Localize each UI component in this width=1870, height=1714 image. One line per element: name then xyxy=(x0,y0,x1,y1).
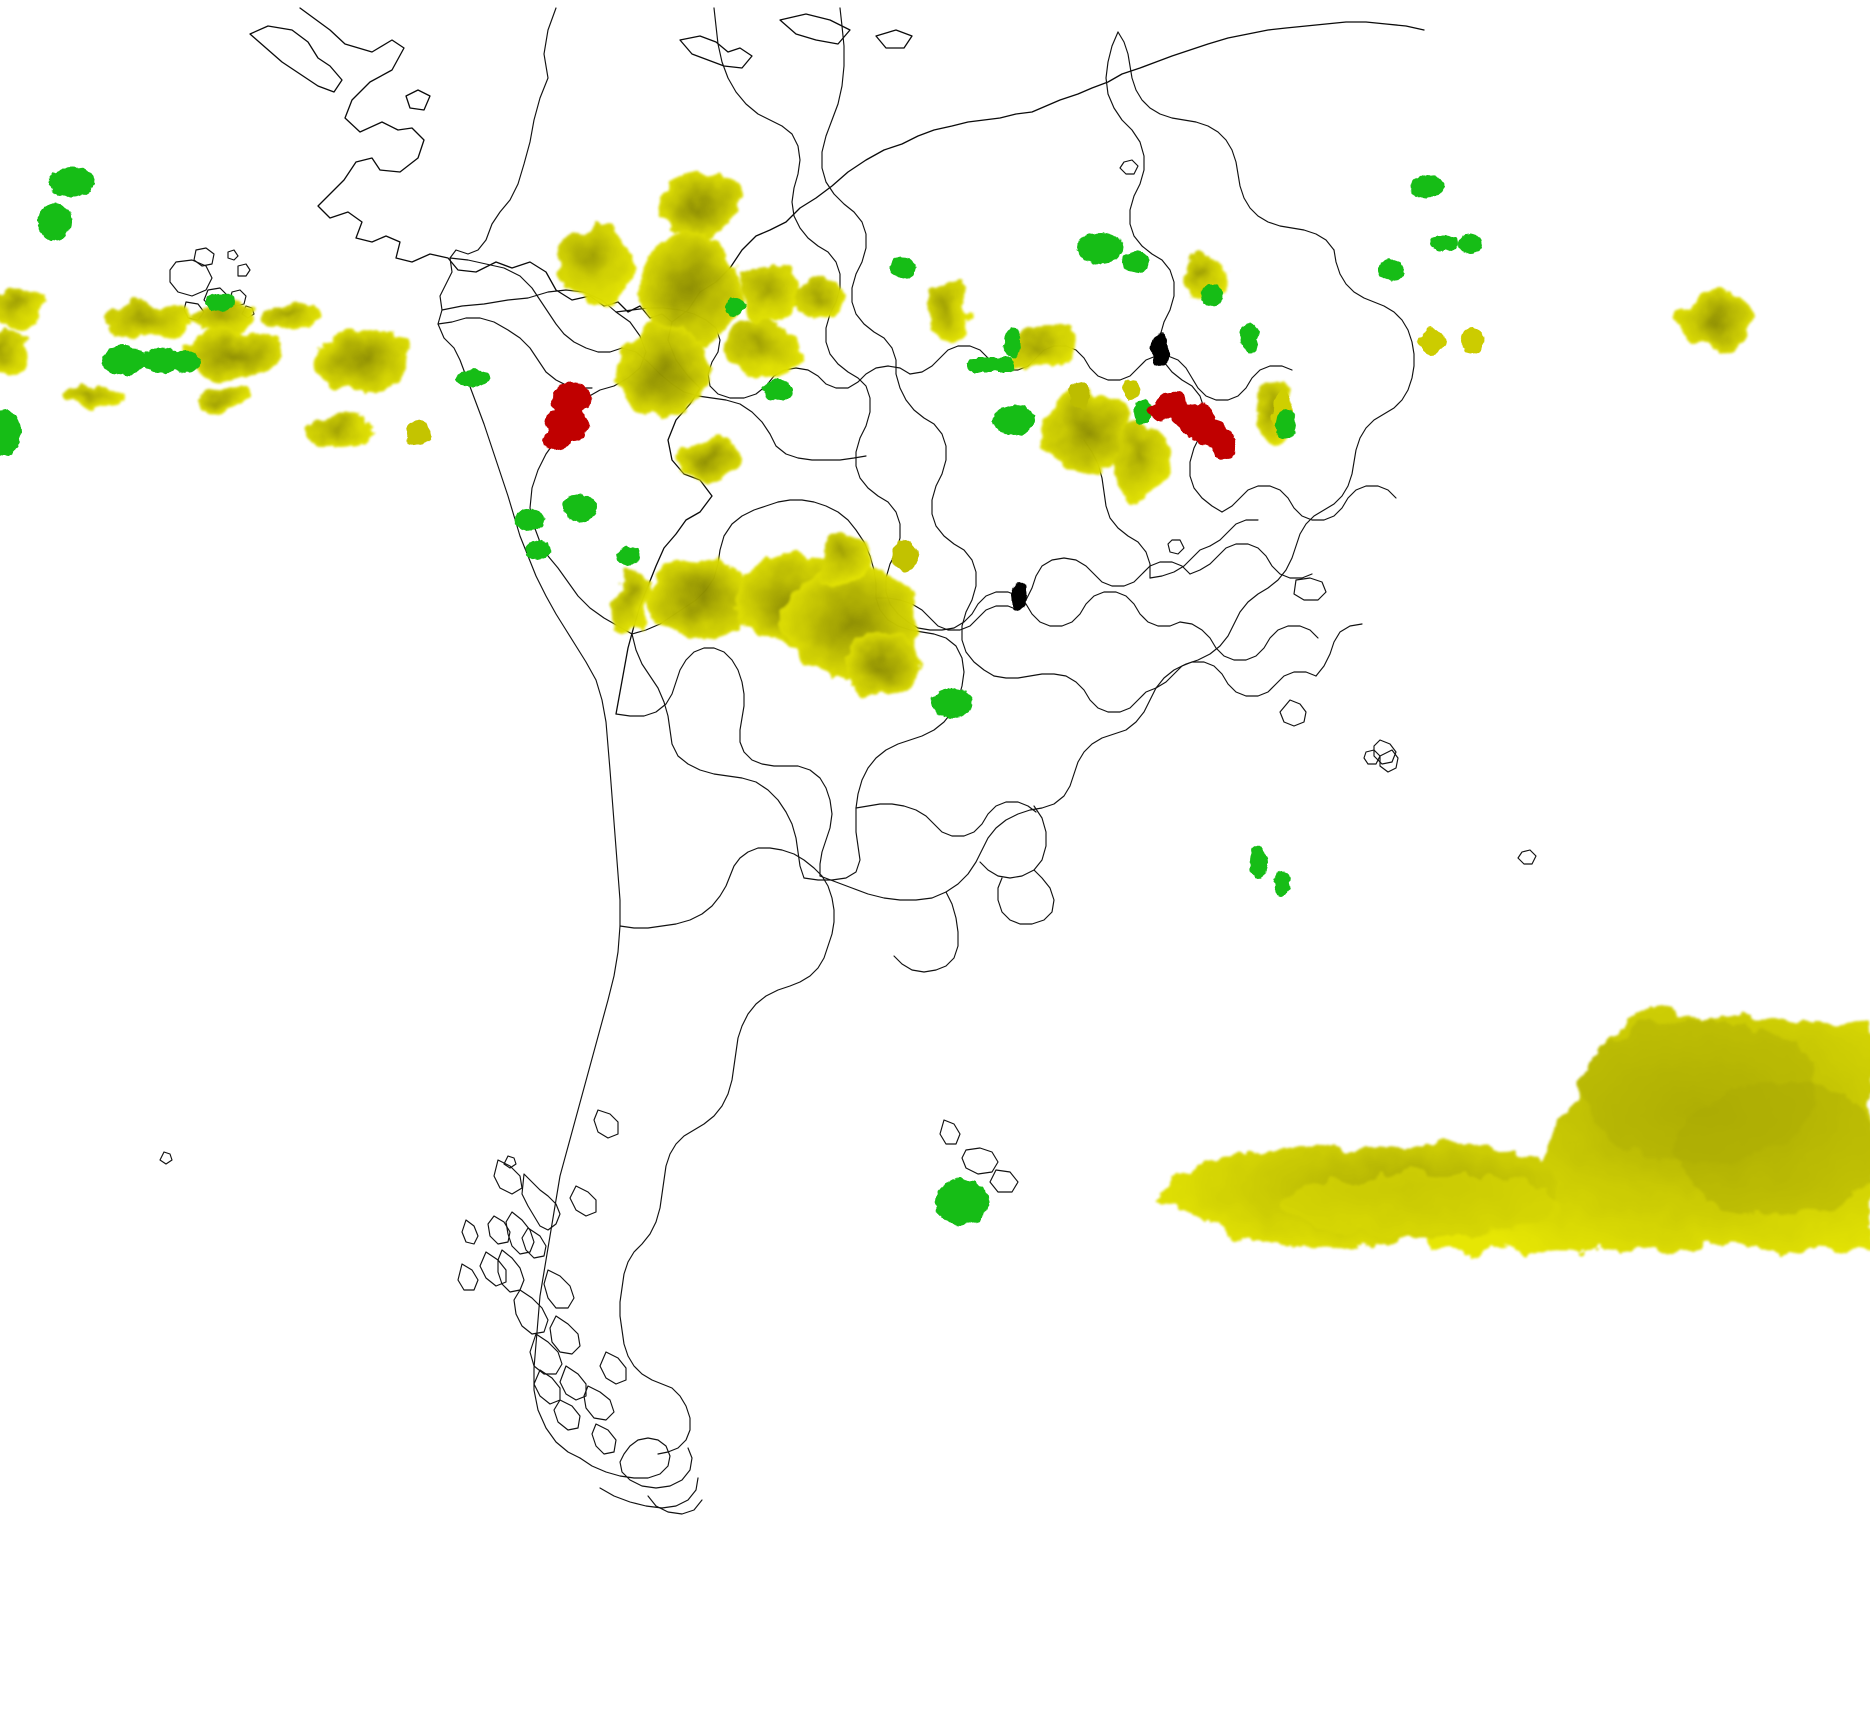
yellow-patch xyxy=(184,328,284,380)
green-patch xyxy=(525,541,551,559)
yellow-patch xyxy=(198,388,250,412)
red-patch-layer xyxy=(542,382,1236,460)
yellow-patch xyxy=(1046,388,1130,476)
green-patch xyxy=(1134,399,1152,425)
yellow-patch xyxy=(106,303,194,337)
yellow-patch-small xyxy=(1419,326,1445,354)
green-patch xyxy=(456,370,490,386)
yellow-patch xyxy=(817,534,873,586)
yellow-patch xyxy=(312,326,412,390)
yellow-patch xyxy=(1114,426,1170,498)
yellow-patch xyxy=(796,280,848,320)
green-patch xyxy=(1275,416,1293,440)
green-patch xyxy=(1274,871,1290,897)
green-patch xyxy=(1249,845,1267,879)
green-patch xyxy=(142,347,180,373)
green-patch xyxy=(205,293,235,311)
yellow-patch-layer xyxy=(0,173,1870,1252)
yellow-patch xyxy=(1010,330,1074,370)
green-patch xyxy=(1003,328,1021,358)
yellow-patch-small xyxy=(406,420,430,444)
green-patch xyxy=(1458,234,1482,254)
yellow-patch xyxy=(726,319,798,375)
green-patch xyxy=(171,351,201,373)
red-patch-nordeste xyxy=(1212,436,1236,460)
yellow-patch xyxy=(0,328,28,376)
green-patch xyxy=(931,688,973,718)
green-patch xyxy=(38,203,72,241)
yellow-patch xyxy=(0,290,40,326)
yellow-patch xyxy=(676,434,740,482)
yellow-patch-large xyxy=(1160,1010,1870,1252)
red-patch-acre xyxy=(542,430,570,450)
green-patch xyxy=(101,345,147,375)
green-patch xyxy=(993,405,1035,435)
yellow-patch xyxy=(194,303,254,333)
green-patch xyxy=(1123,251,1149,273)
green-patch xyxy=(563,494,597,522)
green-patch-layer xyxy=(0,167,1482,1225)
yellow-patch-small xyxy=(1460,328,1484,352)
green-patch xyxy=(0,409,21,457)
yellow-patch xyxy=(1680,290,1756,350)
green-patch xyxy=(1241,323,1259,353)
yellow-patch xyxy=(618,324,710,420)
yellow-patch-small xyxy=(893,538,917,572)
green-patch xyxy=(935,1179,989,1225)
green-patch xyxy=(1410,174,1444,198)
yellow-patch-small xyxy=(1150,334,1170,366)
yellow-patch xyxy=(924,285,972,339)
yellow-patch-small xyxy=(1010,582,1030,610)
green-patch xyxy=(968,358,1014,372)
green-patch xyxy=(890,257,916,279)
green-patch xyxy=(1430,235,1458,251)
green-patch xyxy=(725,298,745,316)
yellow-patch xyxy=(640,230,740,346)
green-patch xyxy=(515,509,545,531)
yellow-patch xyxy=(660,173,740,237)
coastline-layer xyxy=(249,7,1425,715)
yellow-patch xyxy=(558,224,634,300)
admin-boundary-layer xyxy=(160,8,1536,1514)
yellow-patch xyxy=(64,382,128,410)
green-patch xyxy=(1200,284,1224,306)
yellow-patch xyxy=(264,303,320,329)
yellow-patch-small xyxy=(1069,381,1089,409)
yellow-patch xyxy=(615,568,649,632)
yellow-small-patch-layer xyxy=(406,326,1484,610)
green-patch xyxy=(1077,232,1123,264)
green-patch xyxy=(763,379,793,401)
green-patch xyxy=(617,546,639,566)
yellow-patch xyxy=(308,416,372,444)
green-patch xyxy=(49,167,95,197)
yellow-patch xyxy=(740,264,800,320)
red-patch-nordeste xyxy=(1150,402,1170,422)
yellow-patch xyxy=(844,634,920,698)
yellow-patch xyxy=(648,555,752,639)
green-patch xyxy=(1378,259,1404,281)
yellow-patch-small xyxy=(1122,380,1138,400)
